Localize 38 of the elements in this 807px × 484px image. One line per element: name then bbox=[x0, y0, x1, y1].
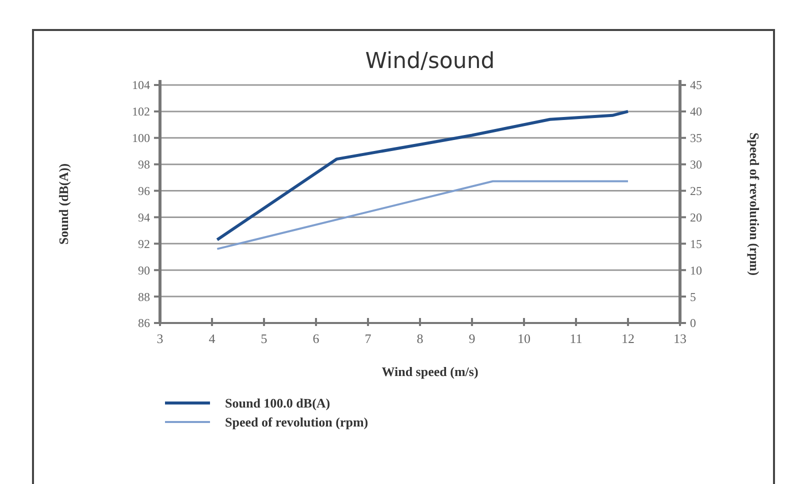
y-tick-label: 90 bbox=[138, 263, 150, 278]
x-tick-label: 5 bbox=[260, 331, 268, 346]
y2-tick-label: 25 bbox=[690, 184, 702, 198]
x-tick-label: 4 bbox=[208, 331, 216, 346]
y2-tick-label: 45 bbox=[690, 78, 702, 92]
line-series bbox=[216, 110, 630, 242]
y-tick-label: 100 bbox=[132, 131, 150, 146]
x-tick-label: 11 bbox=[570, 331, 582, 346]
x-tick-label: 3 bbox=[156, 331, 164, 346]
legend-label: Speed of revolution (rpm) bbox=[225, 414, 368, 430]
y2-tick-label: 10 bbox=[690, 263, 702, 278]
y2-tick-label: 0 bbox=[690, 316, 696, 330]
y2-tick-label: 15 bbox=[690, 236, 702, 251]
y-tick-label: 102 bbox=[132, 104, 150, 119]
y2-tick-label: 30 bbox=[690, 158, 702, 172]
x-tick-label: 7 bbox=[364, 331, 372, 346]
y-tick-label: 92 bbox=[138, 236, 150, 251]
y2-tick-label: 20 bbox=[690, 210, 702, 224]
x-tick-label: 9 bbox=[468, 331, 476, 346]
y-tick-label: 88 bbox=[138, 290, 150, 304]
y2-tick-label: 5 bbox=[690, 290, 696, 304]
y-tick-label: 86 bbox=[138, 316, 150, 330]
y-axis-title: Sound (dB(A)) bbox=[56, 163, 71, 245]
x-tick-label: 13 bbox=[674, 331, 686, 346]
x-tick-label: 12 bbox=[622, 331, 634, 346]
x-axis-title: Wind speed (m/s) bbox=[382, 364, 478, 379]
y2-tick-label: 35 bbox=[690, 131, 702, 146]
y-tick-label: 104 bbox=[132, 78, 150, 92]
legend-label: Sound 100.0 dB(A) bbox=[225, 396, 330, 411]
chart-title: Wind/sound bbox=[365, 49, 495, 74]
y-tick-label: 98 bbox=[138, 158, 150, 172]
x-tick-label: 6 bbox=[312, 331, 320, 346]
y2-tick-label: 40 bbox=[690, 104, 702, 119]
x-tick-label: 10 bbox=[518, 331, 530, 346]
x-tick-label: 8 bbox=[416, 331, 424, 346]
y2-axis-title: Speed of revolution (rpm) bbox=[747, 132, 762, 276]
y-tick-label: 96 bbox=[138, 184, 150, 198]
y-tick-label: 94 bbox=[138, 210, 150, 224]
